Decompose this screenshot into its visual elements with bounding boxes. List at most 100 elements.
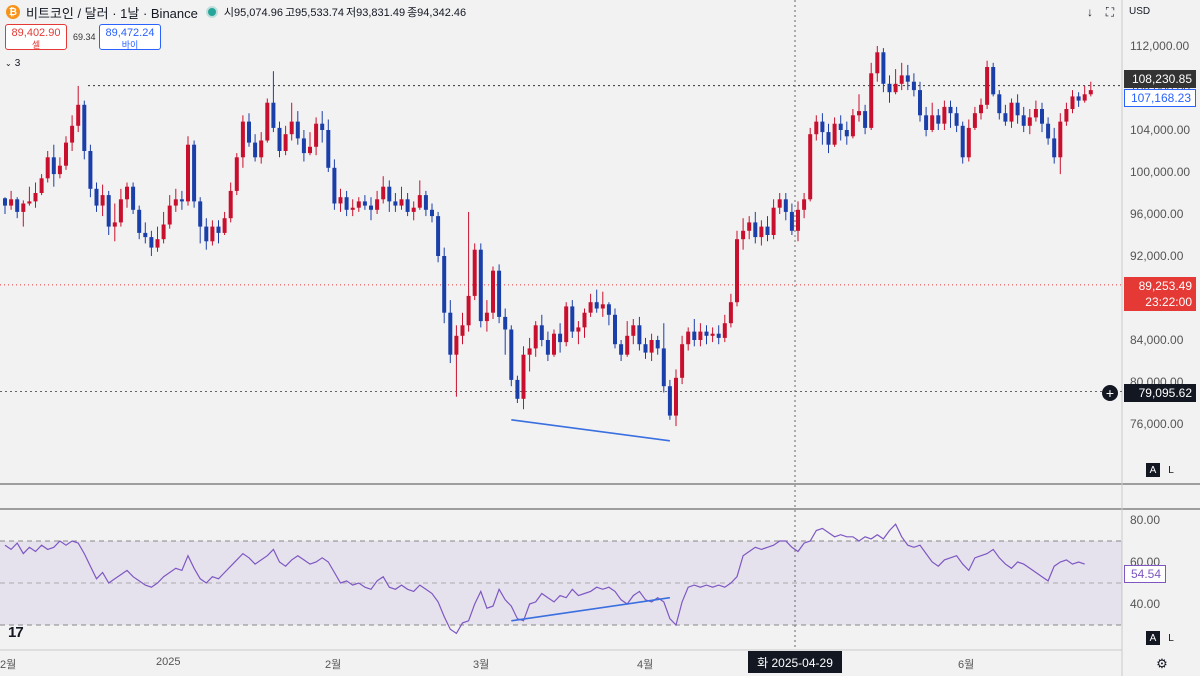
- buy-button[interactable]: 89,472.24 바이: [99, 24, 161, 50]
- candle-body: [45, 157, 50, 179]
- candle-body: [491, 270, 495, 313]
- candle-body: [283, 134, 288, 151]
- rsi-layer: [4, 523, 1085, 635]
- candle-body: [753, 222, 758, 238]
- candle-body: [210, 226, 215, 242]
- candle-body: [1003, 113, 1008, 122]
- candle-body: [966, 127, 971, 158]
- candle-body: [674, 377, 678, 416]
- fullscreen-icon[interactable]: ⛶: [1105, 4, 1115, 19]
- candle-body: [814, 121, 819, 135]
- candle-body: [808, 134, 813, 200]
- rsi-line: [4, 523, 1085, 635]
- candle-body: [405, 199, 410, 212]
- arrow-down-icon[interactable]: ↓: [1087, 5, 1093, 19]
- candle-body: [277, 127, 282, 151]
- add-alert-icon[interactable]: +: [1102, 385, 1118, 401]
- candle-body: [423, 195, 428, 210]
- bitcoin-icon: ₿: [6, 5, 20, 19]
- candle-body: [680, 344, 685, 378]
- candle-body: [356, 201, 361, 208]
- candle-body: [631, 325, 636, 336]
- time-label: 4월: [637, 659, 654, 671]
- candle-body: [863, 111, 868, 128]
- candle-body: [539, 325, 544, 340]
- candle-body: [576, 327, 581, 332]
- crosshair-price-tag: 79,095.62: [1124, 384, 1196, 402]
- sell-button[interactable]: 89,402.90 셀: [5, 24, 67, 50]
- price-tick-label: 84,000.00: [1130, 333, 1184, 347]
- candle-body: [667, 386, 672, 416]
- candle-body: [985, 67, 990, 105]
- candle-body: [1046, 123, 1051, 139]
- candle-body: [887, 83, 892, 93]
- settings-gear-icon[interactable]: ⚙: [1156, 656, 1168, 671]
- candle-body: [765, 226, 770, 235]
- buy-price: 89,472.24: [105, 27, 155, 39]
- candle-body: [76, 104, 81, 126]
- candle-body: [588, 302, 593, 313]
- candle-body: [271, 102, 276, 128]
- candle-body: [338, 197, 343, 204]
- candle-body: [844, 130, 849, 137]
- candle-body: [533, 325, 538, 349]
- candle-body: [924, 115, 929, 130]
- indicators-toggle[interactable]: ⌄ 3: [5, 56, 29, 70]
- candle-body: [192, 144, 197, 202]
- time-label: 2월: [0, 659, 17, 671]
- tradingview-logo[interactable]: 17: [8, 624, 24, 641]
- rsi-value-tag: 54.54: [1124, 565, 1166, 583]
- symbol-title[interactable]: 비트코인 / 달러 · 1날 · Binance: [26, 5, 198, 21]
- candle-body: [167, 205, 172, 225]
- candle-body: [698, 331, 703, 340]
- candle-body: [436, 216, 441, 256]
- candle-body: [832, 123, 837, 145]
- candle-body: [625, 335, 630, 355]
- time-label: 2월: [325, 659, 342, 671]
- log-scale-button[interactable]: L: [1168, 464, 1174, 476]
- candle-body: [643, 344, 648, 353]
- candle-body: [661, 348, 666, 387]
- rsi-auto-scale-button[interactable]: A: [1146, 631, 1160, 645]
- rsi-pane: [0, 510, 1122, 650]
- candle-body: [173, 199, 178, 206]
- sell-price: 89,402.90: [11, 27, 61, 39]
- candle-body: [570, 306, 575, 332]
- price-tick-label: 100,000.00: [1130, 165, 1190, 179]
- candle-body: [918, 90, 922, 116]
- candle-body: [100, 195, 105, 206]
- candle-body: [649, 340, 654, 353]
- candle-body: [606, 304, 611, 315]
- candle-body: [1033, 109, 1038, 118]
- candle-body: [1082, 94, 1087, 101]
- candle-body: [655, 340, 660, 349]
- candle-body: [747, 222, 752, 231]
- candle-body: [149, 237, 154, 248]
- candle-body: [1021, 115, 1026, 126]
- candle-body: [179, 199, 184, 202]
- drawings-layer[interactable]: [511, 419, 671, 622]
- candle-body: [777, 199, 782, 208]
- candle-body: [106, 195, 111, 227]
- rsi-log-scale-button[interactable]: L: [1168, 632, 1174, 644]
- candle-body: [1076, 96, 1081, 101]
- candle-body: [735, 239, 739, 303]
- candle-body: [954, 113, 959, 126]
- auto-scale-button[interactable]: A: [1146, 463, 1160, 477]
- candle-body: [613, 314, 617, 345]
- candle-body: [387, 186, 392, 202]
- candle-body: [344, 197, 349, 210]
- candle-body: [979, 104, 983, 114]
- candle-body: [960, 125, 965, 158]
- symbol-legend[interactable]: ₿ 비트코인 / 달러 · 1날 · Binance 시95,074.96 고9…: [0, 0, 468, 24]
- candle-body: [454, 335, 459, 355]
- candle-body: [1052, 138, 1057, 158]
- candle-body: [686, 331, 691, 345]
- currency-selector[interactable]: USD: [1129, 6, 1151, 17]
- candle-body: [905, 75, 910, 82]
- candle-body: [1009, 102, 1014, 122]
- time-label: 6월: [958, 659, 975, 671]
- candle-body: [857, 111, 861, 116]
